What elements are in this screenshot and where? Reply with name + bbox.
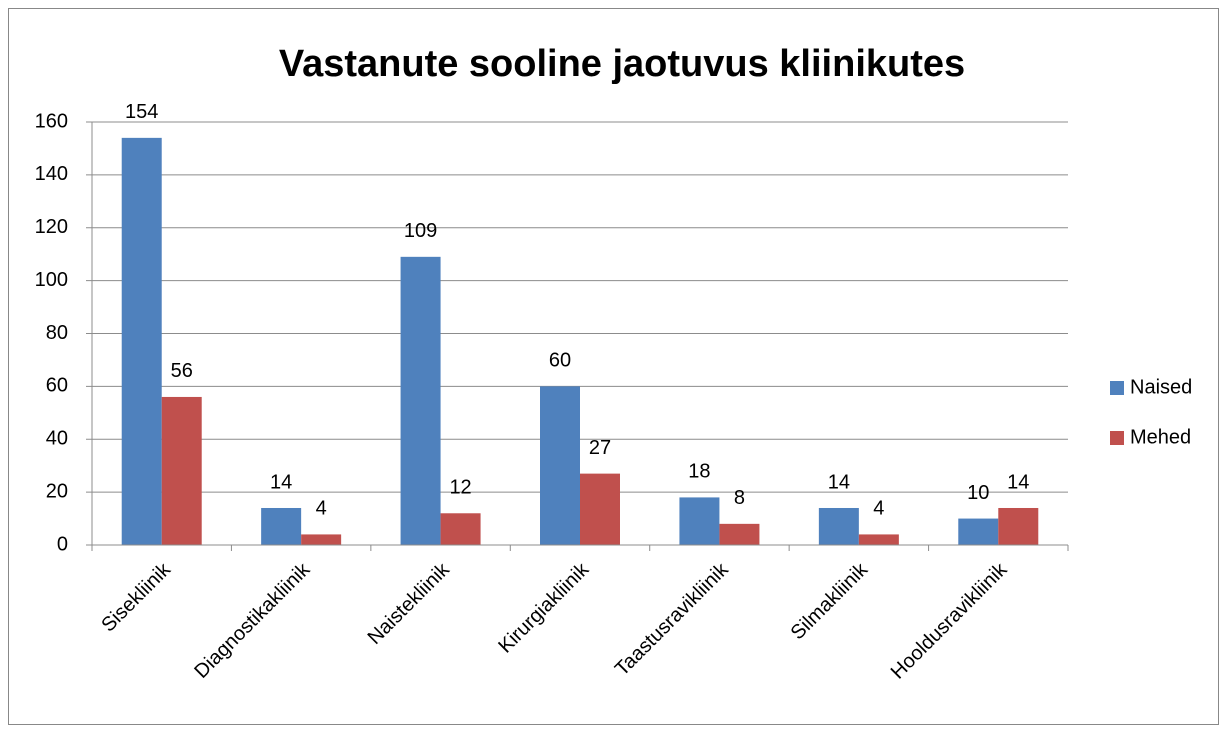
data-label: 60: [549, 350, 571, 372]
bar: [121, 137, 162, 546]
bar: [540, 386, 580, 545]
bar: [719, 523, 760, 545]
data-label: 8: [734, 487, 745, 509]
data-label: 12: [449, 477, 471, 499]
legend-swatch: [1110, 381, 1124, 395]
data-label: 109: [404, 220, 437, 242]
y-tick-label: 100: [35, 269, 68, 291]
data-label: 14: [828, 471, 850, 493]
chart-title: Vastanute sooline jaotuvus kliinikutes: [279, 43, 965, 85]
y-tick-label: 40: [46, 428, 68, 450]
bar: [261, 507, 302, 545]
y-tick-label: 0: [57, 533, 68, 555]
bar: [580, 473, 620, 545]
chart-border: [8, 8, 1219, 725]
y-tick-label: 120: [35, 216, 68, 238]
bar: [818, 507, 859, 545]
bar: [858, 534, 899, 545]
y-tick-label: 80: [46, 322, 68, 344]
bar: [679, 497, 720, 545]
data-label: 10: [967, 482, 989, 504]
data-label: 18: [688, 461, 710, 483]
bar: [301, 534, 342, 545]
data-label: 14: [1007, 471, 1029, 493]
y-tick-label: 160: [35, 110, 68, 132]
y-tick-label: 140: [35, 163, 68, 185]
y-tick-label: 20: [46, 480, 68, 502]
legend-label: Mehed: [1130, 426, 1191, 448]
bar: [958, 518, 999, 545]
bar: [998, 507, 1039, 545]
bar: [440, 513, 481, 545]
data-label: 56: [171, 360, 193, 382]
data-label: 4: [873, 498, 884, 520]
data-label: 4: [316, 498, 327, 520]
bar: [400, 256, 441, 545]
data-label: 154: [125, 101, 158, 123]
y-tick-label: 60: [46, 375, 68, 397]
data-label: 27: [589, 437, 611, 459]
legend-label: Naised: [1130, 376, 1192, 398]
data-label: 14: [270, 471, 292, 493]
legend-swatch: [1110, 431, 1124, 445]
bar: [161, 396, 202, 545]
